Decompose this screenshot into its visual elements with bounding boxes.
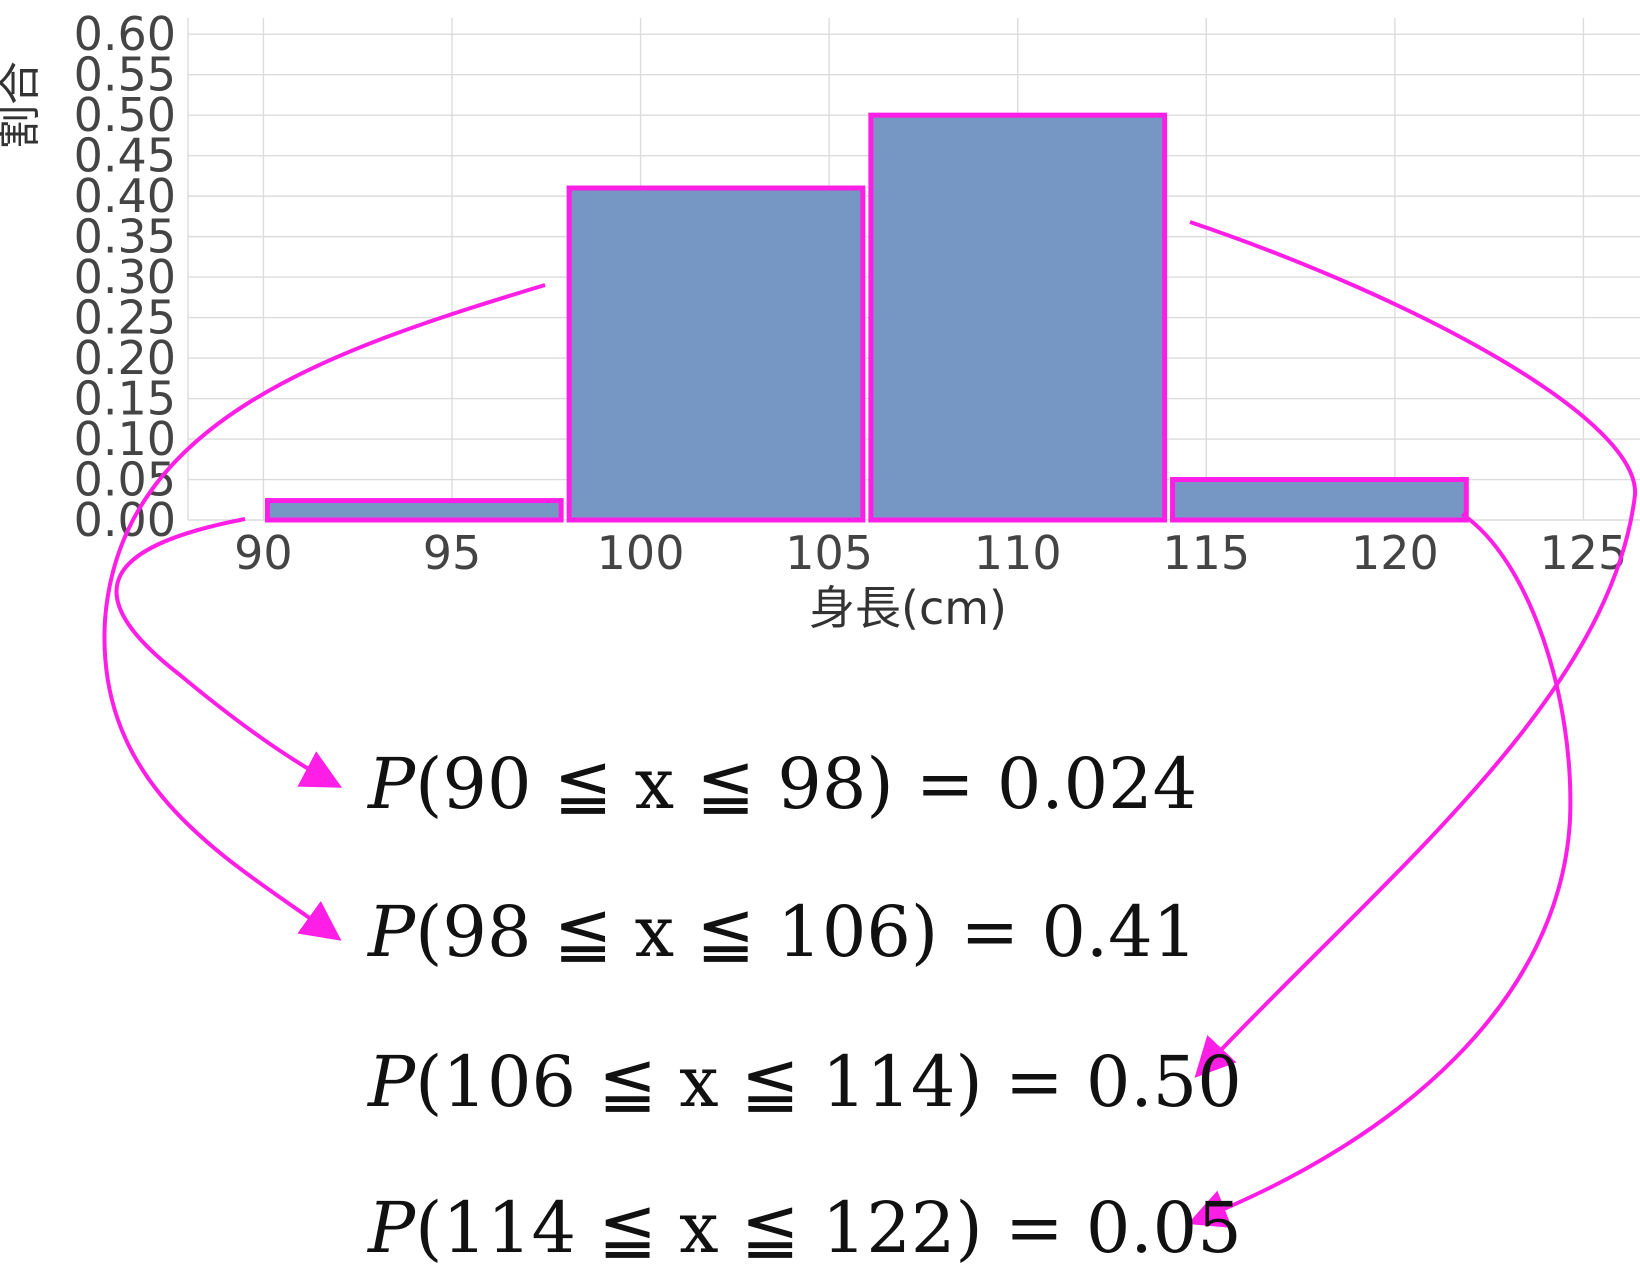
histogram-bar-98-106	[566, 185, 866, 523]
equation-variable: P	[366, 743, 417, 825]
x-tick-label: 120	[1351, 526, 1439, 580]
probability-equation: P(106 ≦ x ≦ 114) = 0.50	[366, 1041, 1242, 1123]
y-tick-label: 0.30	[74, 250, 176, 304]
annotation-arrows	[102, 220, 1638, 1228]
x-tick-label: 95	[423, 526, 482, 580]
y-tick-label: 0.35	[74, 210, 176, 264]
y-tick-labels: 0.000.050.100.150.200.250.300.350.400.45…	[74, 7, 176, 547]
y-tick-label: 0.45	[74, 129, 176, 183]
equation-body: (106 ≦ x ≦ 114) = 0.50	[415, 1041, 1242, 1123]
probability-equation: P(98 ≦ x ≦ 106) = 0.41	[366, 891, 1197, 973]
histogram-bar-90-98	[264, 498, 564, 523]
x-tick-label: 110	[974, 526, 1062, 580]
y-tick-label: 0.60	[74, 7, 176, 61]
equation-variable: P	[366, 891, 417, 973]
probability-equation: P(90 ≦ x ≦ 98) = 0.024	[366, 743, 1197, 825]
arrow-to-equation-1	[114, 517, 343, 788]
y-tick-label: 0.15	[74, 372, 176, 426]
equation-body: (98 ≦ x ≦ 106) = 0.41	[415, 891, 1197, 973]
equation-variable: P	[366, 1187, 417, 1268]
histogram-bar-114-122	[1170, 477, 1469, 523]
y-tick-label: 0.40	[74, 169, 176, 223]
bars	[264, 112, 1469, 523]
histogram-bar-106-114	[868, 112, 1168, 523]
x-axis-label: 身長(cm)	[809, 581, 1007, 635]
equation-body: (114 ≦ x ≦ 122) = 0.05	[415, 1187, 1242, 1268]
arrow-to-equation-2	[102, 283, 546, 941]
y-tick-label: 0.50	[74, 88, 176, 142]
probability-equation: P(114 ≦ x ≦ 122) = 0.05	[366, 1187, 1242, 1268]
y-tick-label: 0.10	[74, 412, 176, 466]
y-axis-label: 割合	[0, 61, 45, 149]
x-tick-label: 125	[1540, 526, 1628, 580]
x-tick-label: 115	[1162, 526, 1250, 580]
equation-body: (90 ≦ x ≦ 98) = 0.024	[415, 743, 1197, 825]
arrow-to-equation-3	[1189, 220, 1638, 1078]
x-tick-label: 100	[597, 526, 685, 580]
y-tick-label: 0.25	[74, 291, 176, 345]
arrow-to-equation-4	[1187, 512, 1573, 1228]
y-tick-label: 0.20	[74, 331, 176, 385]
x-tick-labels: 90 95 100 105 110 115 120 125	[234, 526, 1627, 580]
x-tick-label: 90	[234, 526, 293, 580]
y-tick-label: 0.55	[74, 48, 176, 102]
equation-variable: P	[366, 1041, 417, 1123]
x-tick-label: 105	[785, 526, 873, 580]
